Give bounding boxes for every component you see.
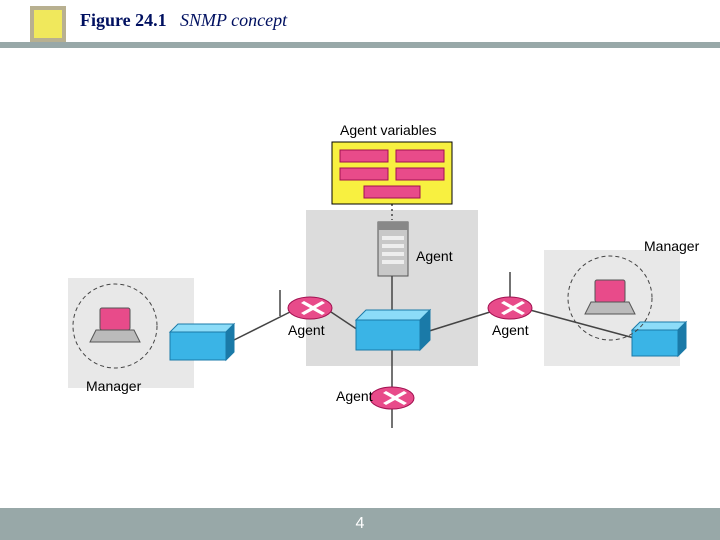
caption-manager-left: Manager — [86, 378, 141, 394]
var-bar — [396, 150, 444, 162]
diagram-svg — [20, 120, 700, 460]
header-accent-bar — [0, 42, 720, 48]
caption-agent-variables: Agent variables — [340, 122, 437, 138]
server-icon — [378, 222, 408, 276]
caption-agent-top: Agent — [416, 248, 453, 264]
blue-box-right — [632, 322, 686, 356]
router-mid-right-icon — [488, 297, 532, 319]
header-square-inner — [34, 10, 62, 38]
caption-agent-bottom: Agent — [336, 388, 373, 404]
figure-label: Figure 24.1 — [80, 10, 167, 31]
page-number: 4 — [0, 515, 720, 533]
var-bar — [340, 168, 388, 180]
var-bar — [396, 168, 444, 180]
snmp-diagram: Agent variables Agent Agent Agent Agent … — [20, 120, 700, 460]
caption-agent-mid-right: Agent — [492, 322, 529, 338]
caption-manager-right: Manager — [644, 238, 699, 254]
var-bar — [340, 150, 388, 162]
blue-box-center — [356, 310, 430, 350]
blue-box-left — [170, 324, 234, 360]
caption-agent-mid-left: Agent — [288, 322, 325, 338]
var-bar — [364, 186, 420, 198]
router-bottom-icon — [370, 387, 414, 409]
figure-title: SNMP concept — [180, 10, 287, 31]
router-mid-left-icon — [288, 297, 332, 319]
